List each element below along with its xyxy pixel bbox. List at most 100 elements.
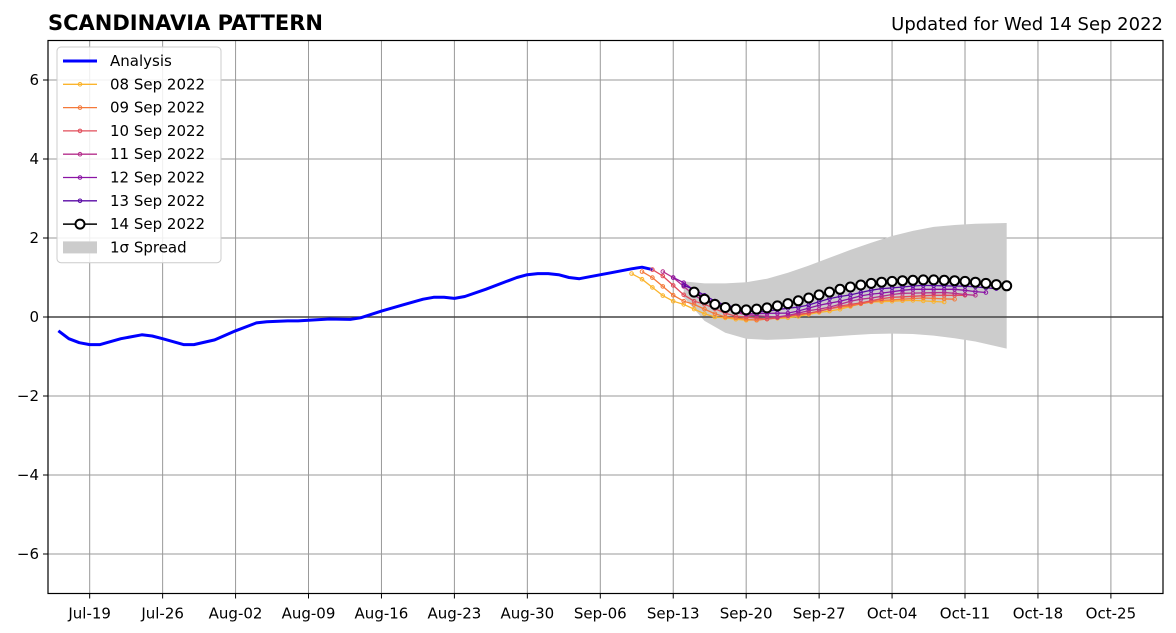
x-tick-label: Sep-06 bbox=[574, 605, 627, 623]
forecast-point bbox=[670, 298, 676, 304]
latest-forecast-point bbox=[949, 275, 961, 287]
forecast-point bbox=[764, 316, 770, 322]
legend-swatch-marker bbox=[77, 128, 83, 134]
latest-forecast-point bbox=[917, 274, 929, 286]
y-tick-label: 6 bbox=[29, 71, 39, 89]
forecast-point bbox=[837, 299, 843, 304]
latest-forecast-point bbox=[709, 298, 721, 310]
latest-forecast-point bbox=[699, 293, 710, 305]
analysis-line bbox=[57, 265, 653, 347]
forecast-point bbox=[681, 283, 687, 288]
forecast-point bbox=[702, 306, 707, 312]
legend-label: 13 Sep 2022 bbox=[110, 192, 205, 210]
x-tick-label: Sep-27 bbox=[793, 605, 846, 623]
x-tick-label: Aug-16 bbox=[355, 605, 409, 623]
forecast-point bbox=[889, 292, 895, 297]
legend-box bbox=[56, 46, 222, 264]
forecast-point bbox=[660, 293, 666, 298]
legend-label: 12 Sep 2022 bbox=[110, 169, 205, 187]
x-tick-label: Oct-04 bbox=[867, 605, 917, 623]
forecast-point bbox=[785, 310, 791, 316]
latest-forecast-point bbox=[938, 274, 950, 286]
latest-forecast-point bbox=[782, 298, 794, 310]
forecast-point bbox=[962, 292, 968, 297]
forecast-point bbox=[639, 269, 645, 274]
legend-label: 11 Sep 2022 bbox=[110, 145, 205, 163]
legend-swatch-marker bbox=[77, 198, 83, 204]
forecast-point bbox=[868, 298, 874, 304]
y-axis-ticks: −6 −4 −2 0 2 4 6 bbox=[17, 71, 48, 563]
latest-forecast-point bbox=[876, 276, 888, 288]
legend-label: 1σ Spread bbox=[110, 238, 187, 256]
latest-forecast-point bbox=[771, 300, 783, 312]
legend-label: 09 Sep 2022 bbox=[110, 99, 205, 117]
latest-forecast-point bbox=[730, 303, 742, 315]
legend-swatch-marker bbox=[77, 151, 83, 157]
forecast-point bbox=[681, 298, 687, 304]
x-tick-label: Oct-25 bbox=[1086, 605, 1136, 623]
legend-label: Analysis bbox=[110, 52, 172, 70]
legend-label: 14 Sep 2022 bbox=[110, 215, 205, 233]
forecast-point bbox=[670, 275, 676, 280]
forecast-point bbox=[681, 280, 687, 286]
forecast-point bbox=[889, 295, 895, 300]
legend-swatch-marker bbox=[77, 175, 83, 180]
forecast-point bbox=[848, 298, 853, 304]
forecast-point bbox=[670, 292, 676, 298]
forecast-point bbox=[973, 289, 978, 294]
x-tick-label: Aug-09 bbox=[282, 605, 336, 623]
forecast-point bbox=[660, 273, 666, 279]
forecast-point bbox=[712, 311, 718, 317]
latest-forecast-point bbox=[928, 274, 940, 286]
latest-forecast-point bbox=[719, 302, 731, 313]
analysis-layer bbox=[57, 265, 653, 347]
chart-subtitle: Updated for Wed 14 Sep 2022 bbox=[891, 14, 1163, 35]
y-tick-label: −6 bbox=[17, 545, 39, 563]
forecast-point bbox=[629, 271, 634, 276]
latest-forecast-point bbox=[803, 292, 815, 304]
forecast-point bbox=[650, 285, 655, 290]
forecast-point bbox=[650, 275, 655, 280]
x-tick-label: Aug-23 bbox=[428, 605, 482, 623]
legend: Analysis 08 Sep 2022 09 Sep 2022 10 Sep 202… bbox=[56, 46, 222, 264]
forecast-point bbox=[660, 284, 666, 289]
forecast-point bbox=[931, 293, 937, 298]
latest-forecast-point bbox=[1001, 280, 1013, 292]
latest-forecast-point bbox=[824, 286, 835, 298]
forecast-point bbox=[921, 293, 926, 299]
x-tick-label: Jul-19 bbox=[67, 605, 111, 623]
forecast-point bbox=[754, 315, 759, 321]
x-tick-label: Jul-26 bbox=[140, 605, 184, 623]
latest-forecast-point bbox=[751, 303, 763, 315]
latest-forecast-layer bbox=[688, 274, 1013, 316]
latest-forecast-point bbox=[740, 304, 752, 316]
x-tick-label: Sep-20 bbox=[720, 605, 773, 623]
legend-label: 08 Sep 2022 bbox=[110, 75, 205, 93]
y-tick-label: 2 bbox=[29, 229, 39, 247]
legend-swatch-marker bbox=[77, 82, 83, 87]
forecast-point bbox=[650, 267, 655, 272]
forecast-point bbox=[681, 292, 687, 298]
y-tick-label: −4 bbox=[17, 466, 39, 484]
latest-forecast-point bbox=[844, 281, 856, 293]
forecast-point bbox=[921, 298, 926, 304]
forecast-point bbox=[879, 290, 884, 296]
legend-swatch-marker bbox=[74, 218, 86, 230]
latest-forecast-point bbox=[834, 283, 846, 295]
forecast-point bbox=[702, 311, 707, 317]
forecast-point bbox=[806, 308, 812, 314]
legend-swatch-spread bbox=[63, 241, 97, 254]
forecast-point bbox=[889, 297, 895, 303]
forecast-point bbox=[691, 306, 697, 312]
forecast-point bbox=[670, 283, 676, 288]
y-tick-label: −2 bbox=[17, 387, 39, 405]
x-tick-label: Oct-11 bbox=[940, 605, 990, 623]
x-tick-label: Aug-30 bbox=[500, 605, 554, 623]
x-tick-label: Oct-18 bbox=[1013, 605, 1063, 623]
latest-forecast-point bbox=[907, 274, 919, 286]
legend-swatch-marker bbox=[77, 105, 83, 110]
x-tick-label: Sep-13 bbox=[647, 605, 700, 623]
latest-forecast-point bbox=[959, 275, 971, 287]
chart-title: SCANDINAVIA PATTERN bbox=[48, 11, 323, 35]
latest-forecast-point bbox=[897, 275, 908, 287]
